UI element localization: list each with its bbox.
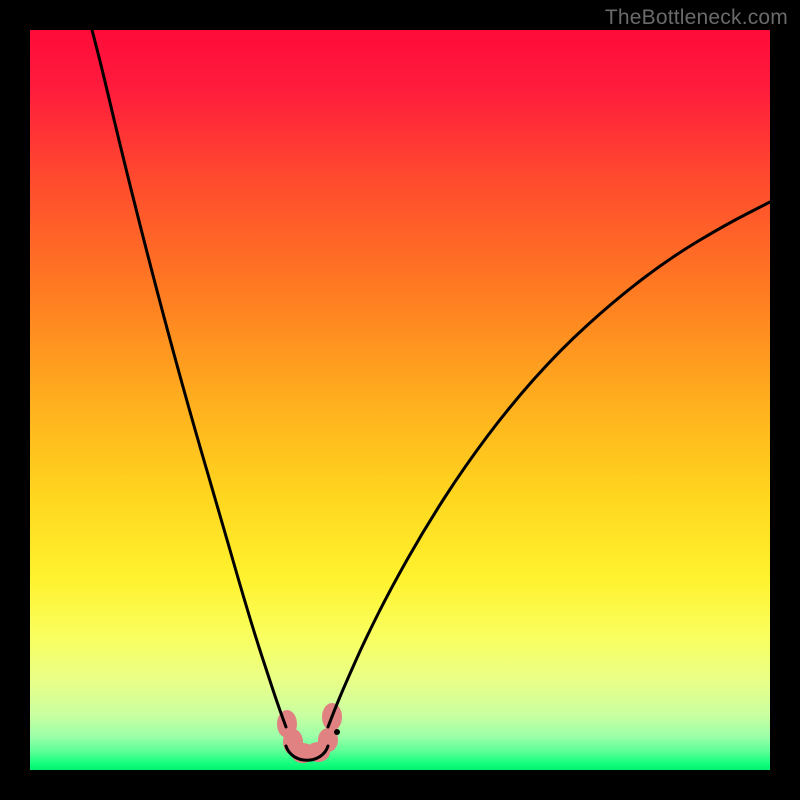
left-curve [92,30,286,727]
chart-frame: TheBottleneck.com [0,0,800,800]
curve-layer [30,30,770,770]
curve-dot [334,729,340,735]
watermark-text: TheBottleneck.com [605,6,788,30]
right-curve [328,202,770,727]
plot-area [30,30,770,770]
